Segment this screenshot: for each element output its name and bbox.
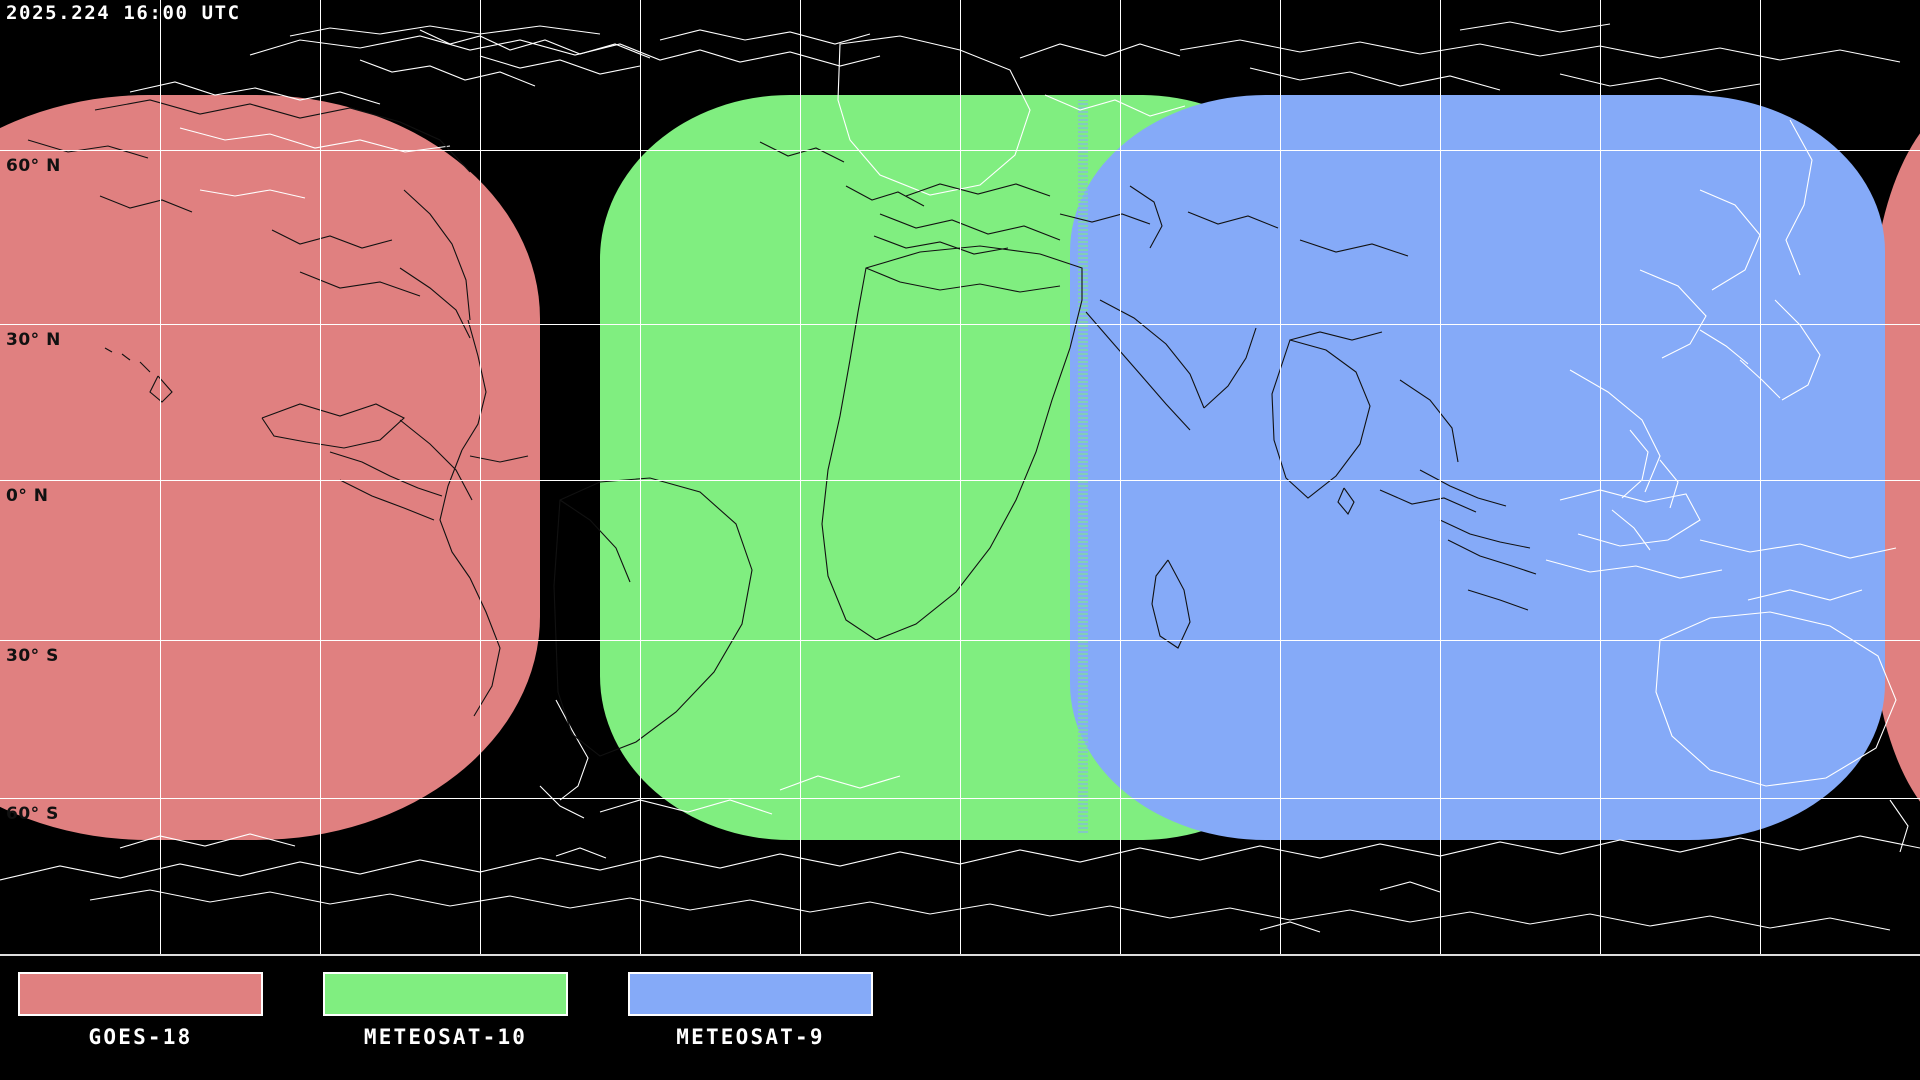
timestamp-label: 2025.224 16:00 UTC <box>6 2 241 24</box>
legend-item-goes-18[interactable]: GOES-18 <box>18 972 263 1049</box>
gridline-longitude--150 <box>160 0 161 955</box>
gridline-latitude--30 <box>0 640 1920 641</box>
legend-item-meteosat-10[interactable]: METEOSAT-10 <box>323 972 568 1049</box>
lat-label--30: 30° S <box>6 646 59 666</box>
gridline-longitude--30 <box>800 0 801 955</box>
coastline-paths <box>0 22 1920 932</box>
footprint-goes-18-wrap <box>1872 95 1920 840</box>
map-frame-bottom-border <box>0 954 1920 956</box>
gridline-longitude-120 <box>1600 0 1601 955</box>
lat-label-0: 0° N <box>6 486 49 506</box>
gridline-longitude-90 <box>1440 0 1441 955</box>
legend-item-meteosat-9[interactable]: METEOSAT-9 <box>628 972 873 1049</box>
gridline-longitude--90 <box>480 0 481 955</box>
gridline-longitude-30 <box>1120 0 1121 955</box>
gridline-longitude-60 <box>1280 0 1281 955</box>
coastlines-layer <box>0 0 1920 955</box>
legend-label-meteosat-9: METEOSAT-9 <box>676 1025 825 1049</box>
legend-swatch-meteosat-10 <box>323 972 568 1016</box>
legend-swatch-goes-18 <box>18 972 263 1016</box>
legend-label-goes-18: GOES-18 <box>88 1025 193 1049</box>
legend-label-meteosat-10: METEOSAT-10 <box>363 1025 528 1049</box>
footprint-seam <box>1078 100 1088 835</box>
lat-label--60: 60° S <box>6 804 59 824</box>
gridline-latitude-30 <box>0 324 1920 325</box>
coastlines-overlay-layer <box>27 99 1537 757</box>
legend: GOES-18 METEOSAT-10 METEOSAT-9 <box>0 962 1920 1080</box>
gridline-latitude-0 <box>0 480 1920 481</box>
map-canvas[interactable]: 60° N 30° N 0° N 30° S 60° S 2025.224 16:00 … <box>0 0 1920 955</box>
gridline-longitude--120 <box>320 0 321 955</box>
gridline-latitude-60 <box>0 150 1920 151</box>
gridline-longitude--60 <box>640 0 641 955</box>
gridline-longitude-150 <box>1760 0 1761 955</box>
legend-swatch-meteosat-9 <box>628 972 873 1016</box>
coastline-dark-paths <box>27 99 1537 757</box>
footprint-meteosat-10 <box>600 95 1330 840</box>
footprint-goes-18 <box>0 95 540 840</box>
graticule-layer <box>0 0 1920 955</box>
lat-label-60: 60° N <box>6 156 61 176</box>
footprint-meteosat-9 <box>1070 95 1885 840</box>
gridline-latitude--60 <box>0 798 1920 799</box>
gridline-longitude-0 <box>960 0 961 955</box>
lat-label-30: 30° N <box>6 330 61 350</box>
